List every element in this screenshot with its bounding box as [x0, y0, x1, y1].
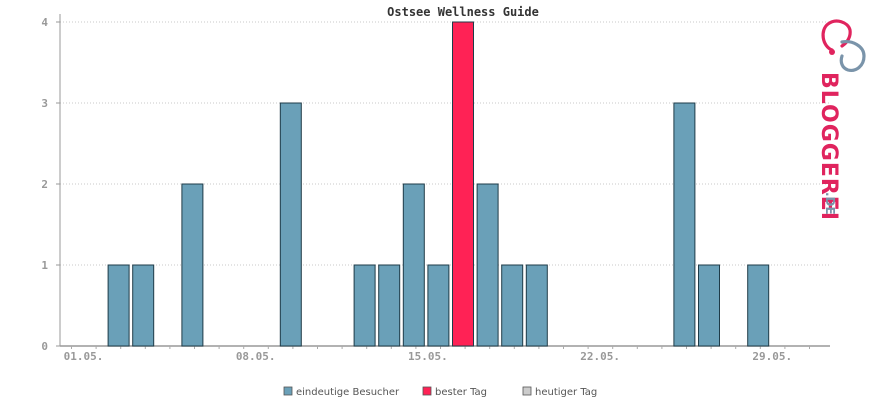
x-tick-label: 22.05.: [580, 350, 620, 363]
bar: [279, 102, 302, 347]
bar-best-day: [452, 21, 474, 347]
legend-label-visitors: eindeutige Besucher: [296, 387, 400, 398]
logo-suffix: .DE: [823, 192, 837, 215]
y-tick-label: 1: [41, 259, 48, 272]
x-tick-labels: 01.05. 08.05. 15.05. 22.05. 29.05.: [64, 350, 793, 363]
y-tick-labels: 0 1 2 3 4: [41, 16, 48, 353]
bar: [747, 264, 770, 347]
legend-swatch-best-day: [422, 386, 432, 396]
bar: [427, 264, 450, 347]
bar: [501, 264, 524, 347]
legend-swatch-today: [522, 386, 532, 396]
bar: [402, 183, 425, 347]
y-tick-label: 4: [41, 16, 48, 29]
legend-label-best-day: bester Tag: [435, 387, 487, 398]
bloggerei-logo: BLOGGEREI .DE: [816, 19, 866, 221]
bar: [476, 183, 499, 347]
legend: eindeutige Besucher bester Tag heutiger …: [283, 386, 597, 398]
x-tick-label: 01.05.: [64, 350, 104, 363]
bar: [107, 264, 130, 347]
x-tick-label: 29.05.: [752, 350, 792, 363]
bar: [525, 264, 548, 347]
bar: [132, 264, 155, 347]
x-tick-label: 15.05.: [408, 350, 448, 363]
bars: [107, 21, 770, 347]
bar: [673, 102, 696, 347]
grid-lines: [60, 21, 830, 266]
chart-title: Ostsee Wellness Guide: [387, 5, 539, 19]
legend-swatch-visitors: [283, 386, 293, 396]
legend-label-today: heutiger Tag: [535, 387, 597, 398]
bar: [353, 264, 376, 347]
x-tick-label: 08.05.: [236, 350, 276, 363]
bar: [181, 183, 204, 347]
logo-text: BLOGGEREI: [816, 72, 841, 221]
y-tick-label: 3: [41, 97, 48, 110]
y-tick-label: 2: [41, 178, 48, 191]
y-tick-label: 0: [41, 340, 48, 353]
bar: [378, 264, 401, 347]
logo-icon: [821, 19, 866, 72]
bar: [698, 264, 720, 347]
